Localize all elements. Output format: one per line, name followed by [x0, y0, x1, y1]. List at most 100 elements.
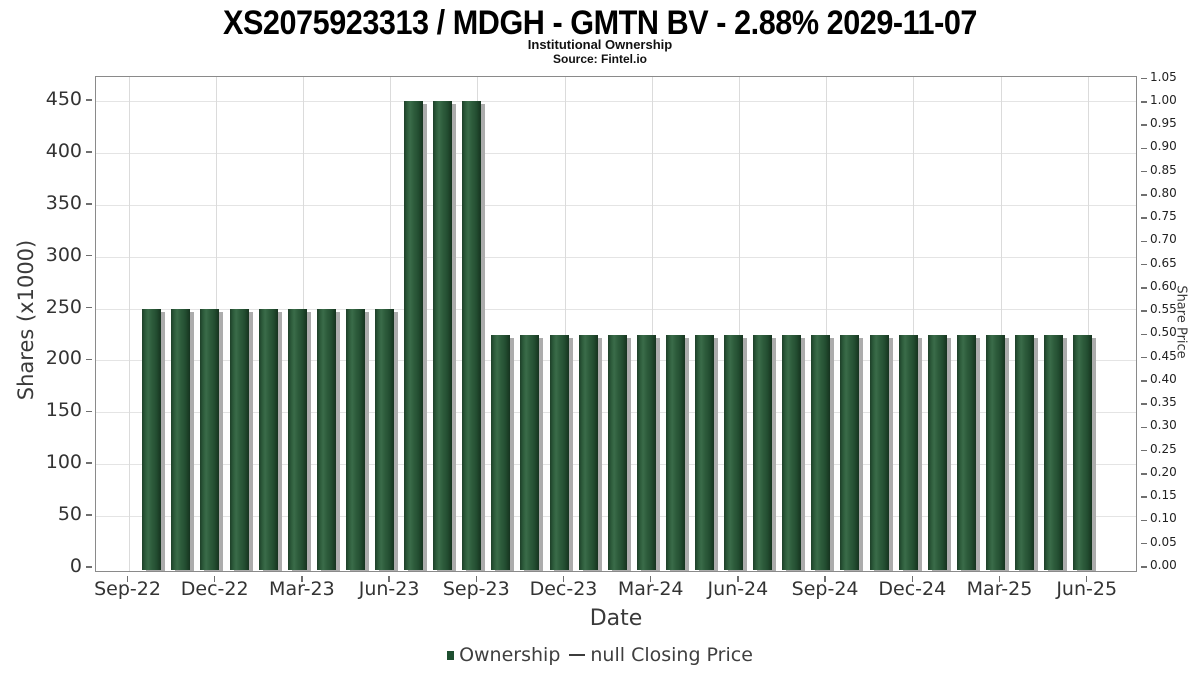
ownership-bar — [229, 308, 249, 570]
y-axis-tick-right — [1141, 473, 1147, 475]
y-axis-tick-left — [86, 462, 92, 464]
gridline-vertical — [128, 77, 130, 571]
y-axis-tick-label-left: 200 — [45, 347, 82, 370]
ownership-bar — [404, 101, 424, 570]
ownership-bar — [578, 334, 598, 570]
ownership-bar — [753, 334, 773, 570]
y-axis-tick-right — [1141, 217, 1147, 219]
y-axis-tick-label-left: 0 — [69, 555, 82, 577]
ownership-bar — [811, 334, 831, 570]
ownership-bar — [695, 334, 714, 570]
y-axis-tick-right — [1141, 170, 1147, 173]
y-axis-tick-left — [86, 203, 92, 205]
y-axis-tick-label-right: 0.85 — [1150, 162, 1177, 177]
x-axis-tick-label: Jun-25 — [1056, 578, 1118, 600]
y-axis-tick-label-right: 0.60 — [1150, 278, 1177, 293]
chart-title: XS2075923313 / MDGH - GMTN BV - 2.88% 20… — [222, 4, 977, 42]
y-axis-tick-label-left: 150 — [45, 399, 82, 422]
y-axis-tick-label-right: 0.80 — [1150, 185, 1177, 200]
y-axis-tick-label-right: 0.95 — [1150, 116, 1177, 131]
y-axis-tick-label-right: 0.05 — [1150, 534, 1177, 549]
y-axis-tick-right — [1141, 77, 1147, 80]
x-axis-tick — [562, 576, 565, 582]
y-axis-tick-right — [1141, 449, 1147, 452]
ownership-bar — [636, 334, 656, 570]
ownership-bar — [142, 308, 162, 570]
x-axis-tick-label: Dec-24 — [878, 578, 947, 600]
gridline-vertical — [651, 77, 653, 571]
x-axis-tick — [998, 576, 1001, 582]
y-axis-tick-left — [86, 514, 92, 516]
x-axis-tick — [475, 576, 478, 582]
ownership-bar — [724, 334, 744, 570]
x-axis-tick-label: Mar-24 — [617, 578, 684, 600]
y-axis-tick-left — [86, 358, 92, 361]
y-axis-tick-right — [1141, 426, 1147, 429]
gridline-vertical — [826, 77, 828, 571]
y-axis-tick-right — [1141, 263, 1147, 266]
y-axis-tick-right — [1141, 194, 1147, 196]
x-axis-tick — [737, 576, 739, 582]
x-axis-tick — [388, 576, 390, 582]
ownership-bar — [607, 334, 627, 570]
gridline-vertical — [1000, 77, 1002, 571]
y-axis-tick-label-left: 100 — [45, 451, 82, 474]
y-axis-tick-left — [86, 566, 92, 568]
y-axis-tick-right — [1141, 147, 1147, 150]
ownership-bar — [316, 308, 336, 570]
y-axis-tick-label-right: 1.05 — [1150, 69, 1177, 84]
legend-item-ownership: Ownership — [447, 644, 560, 666]
y-axis-tick-label-left: 250 — [45, 295, 82, 318]
y-axis-tick-right — [1141, 310, 1147, 312]
x-axis-label: Date — [589, 606, 643, 631]
y-axis-tick-label-right: 0.30 — [1150, 418, 1177, 433]
x-axis-tick-label: Sep-23 — [442, 578, 510, 600]
y-axis-tick-label-right: 0.15 — [1150, 488, 1177, 503]
gridline-horizontal — [96, 204, 1136, 206]
legend-item-closing-price: null Closing Price — [569, 644, 753, 666]
ownership-bar — [985, 334, 1005, 570]
x-axis-tick — [301, 576, 303, 582]
y-axis-tick-label-right: 1.00 — [1150, 92, 1177, 107]
gridline-horizontal — [96, 101, 1136, 102]
gridline-vertical — [913, 77, 915, 571]
y-axis-tick-left — [86, 99, 92, 101]
y-axis-tick-right — [1141, 333, 1147, 336]
y-axis-tick-label-right: 0.75 — [1150, 209, 1177, 224]
y-axis-tick-right — [1141, 287, 1147, 289]
ownership-bar — [287, 308, 307, 570]
ownership-square-icon — [447, 650, 455, 660]
x-axis-tick — [649, 576, 652, 582]
x-axis-tick-label: Dec-23 — [529, 578, 598, 600]
x-axis-tick — [126, 576, 129, 582]
y-axis-tick-right — [1141, 356, 1147, 359]
y-axis-tick-label-left: 450 — [45, 88, 82, 110]
chart-source: Source: Fintel.io — [552, 52, 647, 66]
ownership-bar — [782, 334, 802, 570]
y-axis-tick-left — [86, 151, 92, 153]
y-axis-label-right: Share Price — [1173, 285, 1189, 359]
y-axis-tick-right — [1141, 542, 1147, 545]
gridline-horizontal — [96, 256, 1136, 258]
y-axis-tick-right — [1141, 403, 1147, 405]
ownership-bar — [956, 334, 976, 570]
y-axis-tick-left — [86, 410, 92, 413]
y-axis-tick-label-right: 0.10 — [1150, 511, 1177, 526]
gridline-horizontal — [96, 308, 1136, 310]
legend-label: Ownership — [459, 644, 561, 666]
ownership-bar — [1073, 334, 1093, 570]
ownership-bar — [665, 334, 685, 570]
x-axis-tick-label: Mar-25 — [966, 578, 1033, 600]
ownership-bar — [462, 101, 482, 570]
x-axis-tick-label: Dec-22 — [180, 578, 249, 600]
y-axis-tick-right — [1141, 124, 1147, 126]
y-axis-tick-left — [86, 306, 92, 309]
x-axis-tick-label: Sep-24 — [791, 578, 859, 600]
gridline-horizontal — [96, 152, 1136, 154]
y-axis-tick-label-left: 350 — [45, 191, 82, 214]
y-axis-tick-label-right: 0.35 — [1150, 395, 1177, 410]
ownership-bar — [433, 101, 453, 570]
chart-subtitle: Institutional Ownership — [527, 37, 673, 52]
plot-area — [95, 76, 1137, 572]
